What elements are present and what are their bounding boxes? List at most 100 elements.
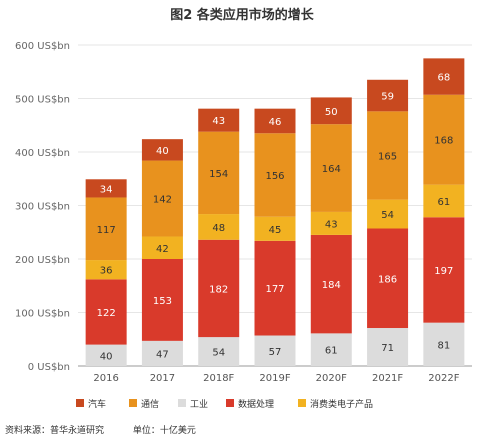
bars: 40 122 36 117 34 47 153 42 142 40 54 182 48 154 43 57 17… xyxy=(85,58,465,366)
data-label: 168 xyxy=(434,136,453,147)
legend-swatch xyxy=(76,399,84,407)
x-tick-label: 2022F xyxy=(428,373,459,384)
data-label: 54 xyxy=(381,210,394,221)
bar-segment xyxy=(85,279,127,345)
bar-segment xyxy=(367,328,409,366)
bar-segment xyxy=(254,335,296,366)
data-label: 156 xyxy=(265,171,284,182)
bar-segment xyxy=(141,139,183,161)
bar-segment xyxy=(423,184,465,218)
bar-segment xyxy=(198,214,240,240)
data-label: 61 xyxy=(437,197,450,208)
data-label: 46 xyxy=(269,117,282,128)
bar-segment xyxy=(141,340,183,366)
legend-swatch xyxy=(298,399,306,407)
legend-label: 汽车 xyxy=(88,398,106,410)
bar-segment xyxy=(310,211,352,235)
bar-segment xyxy=(310,124,352,212)
bar-segment xyxy=(367,199,409,229)
bar-segment xyxy=(198,108,240,132)
x-tick-label: 2020F xyxy=(316,373,347,384)
legend-swatch xyxy=(178,399,186,407)
data-label: 154 xyxy=(209,169,228,180)
y-tick-label: 600 US$bn xyxy=(15,41,70,52)
bar-segment xyxy=(367,111,409,200)
data-label: 184 xyxy=(322,280,341,291)
data-label: 50 xyxy=(325,107,338,118)
bar-segment xyxy=(141,160,183,237)
data-label: 42 xyxy=(156,244,169,255)
unit-note: 单位：十亿美元 xyxy=(132,426,196,436)
y-axis: 0 US$bn 100 US$bn 200 US$bn 300 US$bn 400 US… xyxy=(15,41,70,373)
legend-swatch xyxy=(129,399,137,407)
bar-segment xyxy=(198,131,240,215)
chart-title: 图2 各类应用市场的增长 xyxy=(170,7,315,23)
y-tick-label: 500 US$bn xyxy=(15,95,70,106)
bar-segment xyxy=(85,260,127,280)
bar-segment xyxy=(310,333,352,366)
x-tick-label: 2016 xyxy=(93,373,118,384)
data-label: 117 xyxy=(97,225,116,236)
x-axis: 2016 2017 2018F 2019F 2020F 2021F 2022F xyxy=(93,373,459,384)
data-label: 36 xyxy=(100,266,113,277)
data-label: 81 xyxy=(437,340,450,351)
x-tick-label: 2021F xyxy=(372,373,403,384)
data-label: 197 xyxy=(434,266,453,277)
bar-segment xyxy=(198,337,240,366)
data-label: 68 xyxy=(437,73,450,84)
legend-label: 工业 xyxy=(190,399,208,410)
bar-segment xyxy=(310,97,352,125)
bar-segment xyxy=(85,179,127,198)
data-label: 153 xyxy=(153,296,172,307)
bar-segment xyxy=(254,216,296,241)
legend-label: 数据处理 xyxy=(238,398,274,410)
bar-segment xyxy=(141,236,183,259)
data-label: 54 xyxy=(212,348,225,359)
data-label: 142 xyxy=(153,195,172,206)
bar-segment xyxy=(423,217,465,323)
data-label: 61 xyxy=(325,346,338,357)
bar-segment xyxy=(367,79,409,112)
x-tick-label: 2018F xyxy=(203,373,234,384)
data-label: 40 xyxy=(156,146,169,157)
bar-segment xyxy=(367,228,409,329)
bar-segment xyxy=(423,322,465,366)
y-tick-label: 200 US$bn xyxy=(15,255,70,266)
x-tick-label: 2019F xyxy=(259,373,290,384)
data-label: 40 xyxy=(100,351,113,362)
bar-segment xyxy=(85,344,127,366)
data-label: 164 xyxy=(322,164,341,175)
x-tick-label: 2017 xyxy=(150,373,175,384)
data-label: 34 xyxy=(100,184,113,195)
y-tick-label: 300 US$bn xyxy=(15,202,70,213)
bar-segment xyxy=(141,259,183,341)
legend: 汽车 通信 工业 数据处理 消费类电子产品 xyxy=(76,398,373,410)
data-label: 45 xyxy=(269,225,282,236)
data-label: 57 xyxy=(269,347,282,358)
y-tick-label: 0 US$bn xyxy=(28,362,70,373)
data-label: 165 xyxy=(378,151,397,162)
data-label: 71 xyxy=(381,343,394,354)
footer: 资料来源：普华永道研究 单位：十亿美元 xyxy=(5,423,222,436)
bar-segment xyxy=(423,94,465,185)
bar-segment xyxy=(254,133,296,217)
bar-segment xyxy=(198,239,240,338)
data-label: 186 xyxy=(378,274,397,285)
legend-label: 消费类电子产品 xyxy=(310,398,373,410)
data-label: 48 xyxy=(212,223,225,234)
bar-segment xyxy=(85,197,127,261)
bar-segment xyxy=(254,240,296,336)
data-label: 43 xyxy=(212,116,225,127)
data-label: 177 xyxy=(265,284,284,295)
data-label: 182 xyxy=(209,284,228,295)
data-label: 122 xyxy=(97,308,116,319)
y-tick-label: 400 US$bn xyxy=(15,148,70,159)
bar-segment xyxy=(310,234,352,334)
y-tick-label: 100 US$bn xyxy=(15,309,70,320)
legend-label: 通信 xyxy=(141,398,159,410)
data-label: 59 xyxy=(381,92,394,103)
data-label: 43 xyxy=(325,219,338,230)
source-note: 资料来源：普华永道研究 xyxy=(5,426,105,436)
data-label: 47 xyxy=(156,349,169,360)
